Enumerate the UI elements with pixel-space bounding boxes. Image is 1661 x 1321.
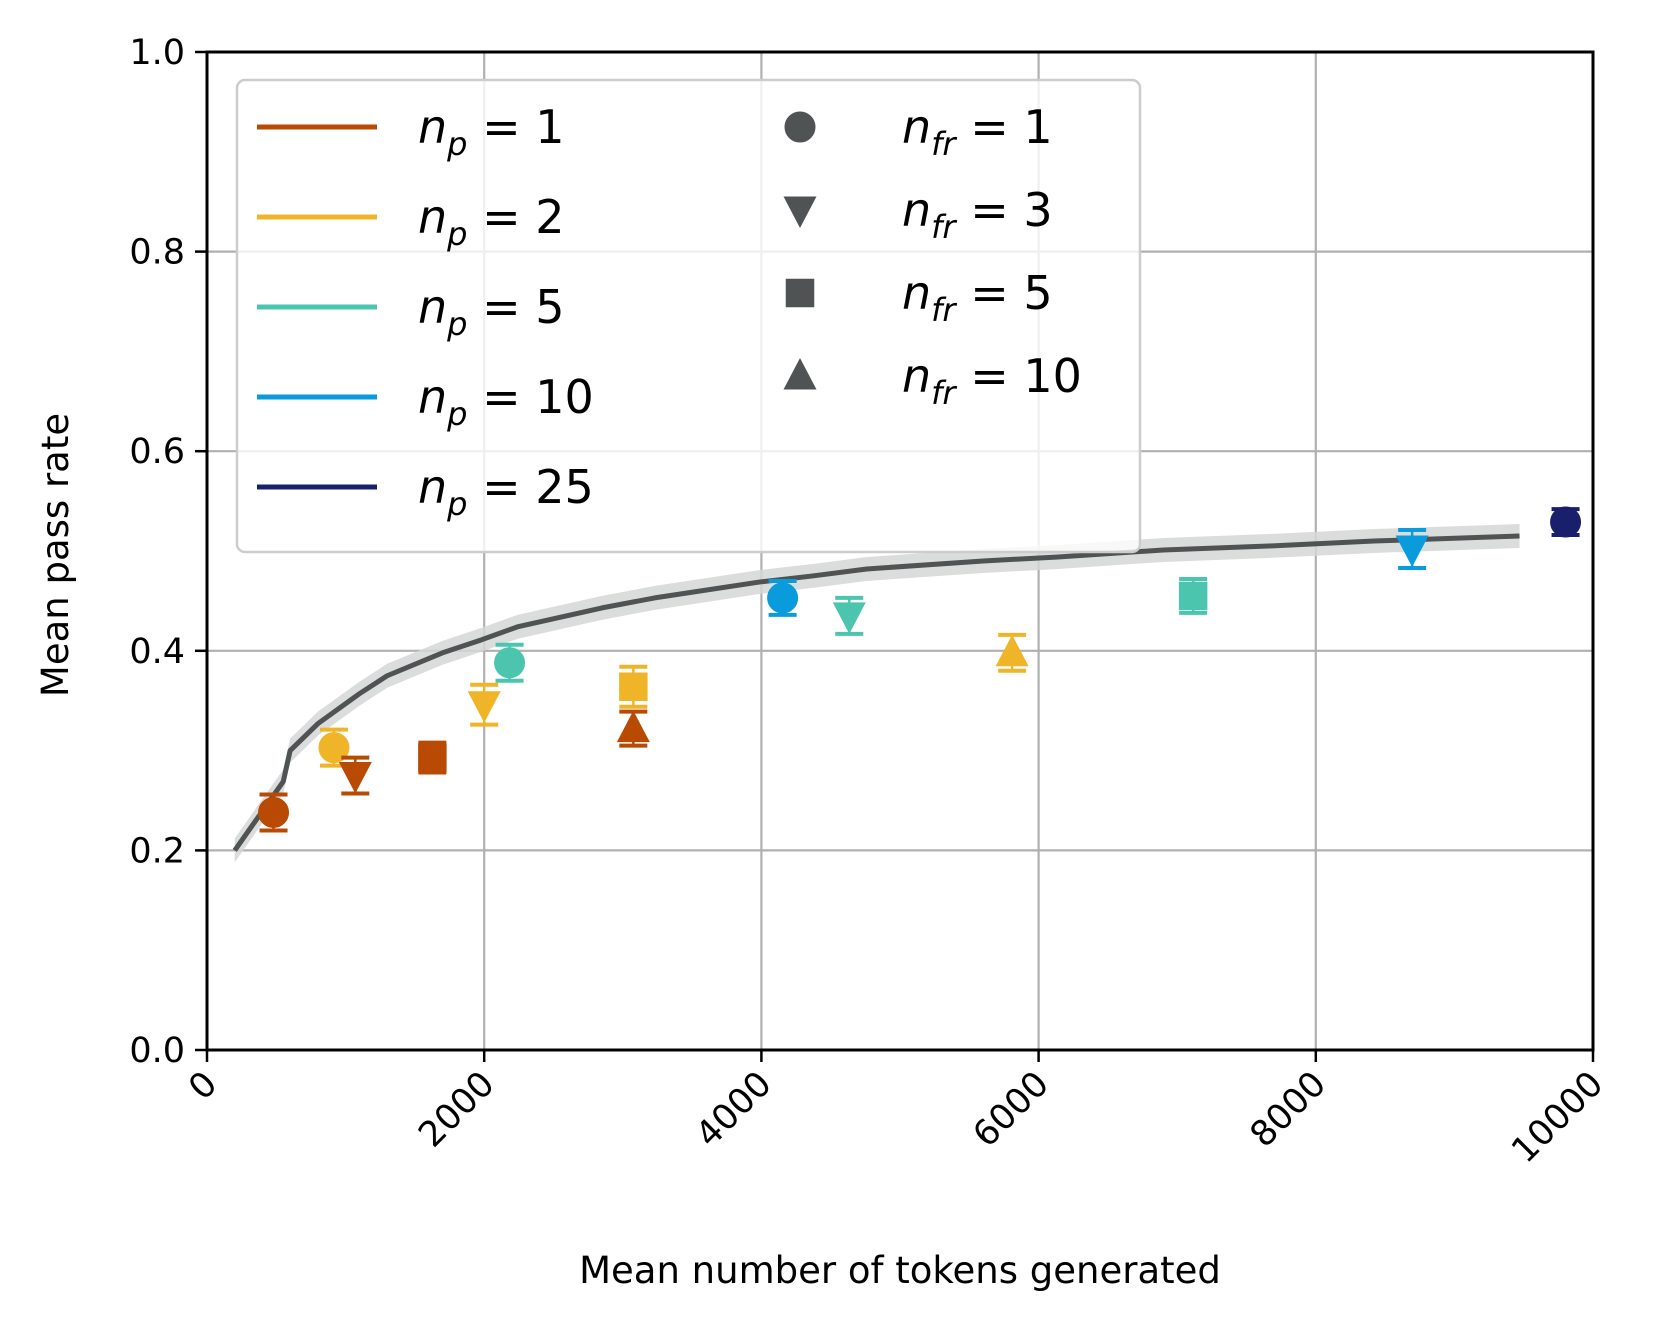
legend-sub: p: [446, 305, 467, 343]
data-point: [619, 664, 648, 709]
y-tick-label: 0.0: [129, 1031, 185, 1071]
point-marker-triangle-up: [995, 634, 1029, 667]
data-point: [1550, 506, 1582, 538]
legend-var: n: [902, 266, 931, 320]
legend-label: nfr = 5: [902, 266, 1053, 329]
point-marker-square: [1178, 581, 1208, 611]
legend-sub: p: [446, 125, 467, 163]
legend-value: 3: [1023, 183, 1052, 237]
legend-eq: =: [956, 266, 1024, 320]
legend-sub: fr: [931, 208, 957, 246]
y-tick-label: 0.4: [129, 632, 185, 672]
legend-marker-triangle-up: [783, 358, 817, 390]
legend-value: 1: [535, 100, 564, 154]
legend-marker-triangle-down: [783, 196, 817, 228]
legend-sub: fr: [931, 125, 957, 163]
legend-value: 2: [535, 190, 564, 244]
data-point: [832, 595, 866, 636]
y-tick-label: 0.8: [129, 233, 185, 273]
confidence-band-area: [234, 524, 1520, 863]
legend-value: 10: [535, 370, 594, 424]
point-marker-triangle-down: [832, 602, 866, 634]
axes: [205, 50, 1595, 1052]
legend-var: n: [418, 370, 447, 424]
confidence-band: [234, 524, 1520, 863]
legend-var: n: [418, 100, 447, 154]
legend-eq: =: [467, 100, 535, 154]
legend-eq: =: [467, 370, 535, 424]
plot-frame: [205, 50, 1595, 1052]
data-point: [1395, 528, 1429, 570]
baseline-curve-line: [232, 533, 1520, 852]
legend-value: 1: [1023, 100, 1052, 154]
data-point: [767, 578, 799, 617]
legend-value: 25: [535, 460, 594, 514]
legend-label: np = 10: [418, 370, 594, 433]
legend-label: nfr = 3: [902, 183, 1053, 246]
point-marker-circle: [1550, 506, 1582, 538]
point-marker-triangle-down: [338, 762, 372, 794]
y-axis-title: Mean pass rate: [34, 413, 77, 697]
data-points: [258, 506, 1582, 833]
legend-sub: p: [446, 395, 467, 433]
data-point: [494, 642, 526, 683]
point-marker-circle: [494, 647, 526, 679]
legend-var: n: [902, 183, 931, 237]
legend-value: 5: [535, 280, 564, 334]
data-point: [467, 682, 501, 727]
data-point: [1178, 576, 1208, 615]
x-axis-title: Mean number of tokens generated: [579, 1249, 1221, 1292]
point-marker-square: [619, 672, 648, 701]
legend-label: np = 2: [418, 190, 565, 253]
y-tick-label: 1.0: [129, 33, 185, 73]
point-marker-triangle-down: [1395, 535, 1429, 568]
legend-value: 5: [1023, 266, 1052, 320]
legend-var: n: [418, 460, 447, 514]
legend-sub: p: [446, 215, 467, 253]
legend-label: nfr = 10: [902, 349, 1082, 412]
point-marker-triangle-up: [616, 710, 650, 743]
legend-var: n: [902, 349, 931, 403]
y-tick-label: 0.2: [129, 831, 185, 871]
point-marker-circle: [767, 582, 799, 614]
legend-eq: =: [956, 349, 1024, 403]
legend-var: n: [902, 100, 931, 154]
legend-eq: =: [467, 280, 535, 334]
legend-eq: =: [956, 183, 1024, 237]
data-point: [338, 755, 372, 796]
legend-sub: fr: [931, 374, 957, 412]
point-marker-square: [418, 743, 447, 772]
legend-value: 10: [1023, 349, 1082, 403]
point-marker-triangle-down: [467, 691, 501, 723]
legend-label: np = 25: [418, 460, 594, 523]
data-point: [258, 792, 290, 833]
legend-marker-square: [785, 278, 815, 308]
point-marker-circle: [258, 796, 290, 828]
legend-sub: fr: [931, 291, 957, 329]
legend-eq: =: [467, 460, 535, 514]
baseline-curve: [232, 533, 1520, 852]
y-tick-label: 0.6: [129, 432, 185, 472]
point-marker-circle: [318, 732, 350, 764]
legend-eq: =: [467, 190, 535, 244]
legend-marker-circle: [784, 111, 816, 143]
legend-label: nfr = 1: [902, 100, 1053, 163]
data-point: [995, 632, 1029, 673]
legend-label: np = 1: [418, 100, 565, 163]
legend-var: n: [418, 280, 447, 334]
legend-sub: p: [446, 485, 467, 523]
data-point: [418, 740, 447, 775]
legend-label: np = 5: [418, 280, 565, 343]
legend-eq: =: [956, 100, 1024, 154]
legend-box: [235, 78, 1142, 554]
data-point: [616, 709, 650, 748]
legend-var: n: [418, 190, 447, 244]
